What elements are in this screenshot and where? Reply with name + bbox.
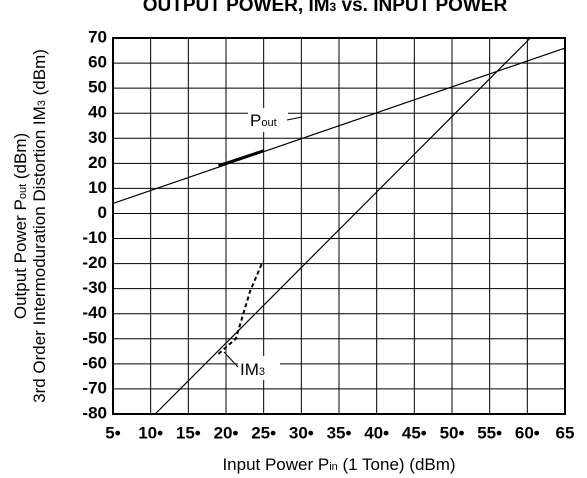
- y-tick-label: -60: [82, 353, 107, 372]
- y-tick-label: -40: [82, 303, 107, 322]
- label-part: (dBm): [30, 49, 49, 100]
- y-tick-label: 30: [88, 128, 107, 147]
- y-tick-label: -20: [82, 253, 107, 272]
- x-tick-label: 55•: [477, 423, 502, 442]
- annotation-bg: [248, 108, 288, 132]
- leader-line: [223, 351, 239, 368]
- x-tick-label: 10•: [138, 423, 163, 442]
- x-tick-label: 40•: [364, 423, 389, 442]
- x-axis-label: Input Power Pin (1 Tone) (dBm): [222, 455, 455, 474]
- y-tick-label: 40: [88, 103, 107, 122]
- x-tick-label: 60•: [515, 423, 540, 442]
- label-part: (dBm): [11, 133, 30, 184]
- series-line: [217, 149, 265, 168]
- title-part: OUTPUT POWER, IM: [143, 0, 330, 16]
- x-tick-label: 30•: [289, 423, 314, 442]
- leader-line: [286, 116, 303, 121]
- x-tick-label: 15•: [176, 423, 201, 442]
- y-tick-label: -80: [82, 403, 107, 422]
- label-sub: in: [329, 461, 338, 473]
- annotation: IM3: [240, 360, 265, 379]
- x-tick-label: 25•: [251, 423, 276, 442]
- label-part: 3rd Order Intermoduration Distortion IM: [30, 106, 49, 403]
- y-tick-label: 60: [88, 53, 107, 72]
- annotation-bg: [238, 356, 280, 380]
- series-line: [217, 260, 264, 355]
- x-tick-label: 35•: [327, 423, 352, 442]
- label-part: (1 Tone) (dBm): [338, 455, 456, 474]
- x-tick-label: 45•: [402, 423, 427, 442]
- x-tick-label: 5•: [105, 423, 120, 442]
- x-tick-label: 65: [556, 423, 575, 442]
- plot-border: [112, 37, 566, 415]
- plot-area: -80 -70 -60 -50 -40 -30 -20 -10 0 10 20 30 40 50 60 70 5…: [82, 27, 574, 442]
- y-tick-label: 50: [88, 78, 107, 97]
- y-tick-label: 20: [88, 153, 107, 172]
- annotation-text: IM: [240, 360, 259, 379]
- y-tick-label: -70: [82, 378, 107, 397]
- chart-title: OUTPUT POWER, IM3 vs. INPUT POWER: [143, 0, 508, 16]
- title-sub: 3: [330, 0, 337, 14]
- y-axis-label: Output Power Pout (dBm): [11, 133, 30, 319]
- y-tick-label: 0: [98, 203, 107, 222]
- annotation-text: P: [250, 111, 261, 130]
- title-part: vs. INPUT POWER: [336, 0, 507, 16]
- x-tick-label: 50•: [440, 423, 465, 442]
- annotation: Pout: [250, 111, 277, 130]
- y-tick-label: 10: [88, 178, 107, 197]
- label-sub: out: [17, 184, 29, 199]
- series-line: [154, 37, 531, 415]
- y-tick-label: -10: [82, 228, 107, 247]
- annotation-sub: 3: [259, 366, 265, 378]
- x-tick-label: 20•: [214, 423, 239, 442]
- y-tick-label: -50: [82, 328, 107, 347]
- annotation-sub: out: [261, 117, 276, 129]
- y-tick-label: 70: [88, 27, 107, 46]
- y-axis-label: 3rd Order Intermoduration Distortion IM3…: [30, 49, 49, 403]
- label-part: Output Power P: [11, 199, 30, 319]
- series-line: [112, 47, 566, 205]
- label-part: Input Power P: [222, 455, 329, 474]
- y-tick-label: -30: [82, 278, 107, 297]
- label-sub: 3: [36, 100, 48, 106]
